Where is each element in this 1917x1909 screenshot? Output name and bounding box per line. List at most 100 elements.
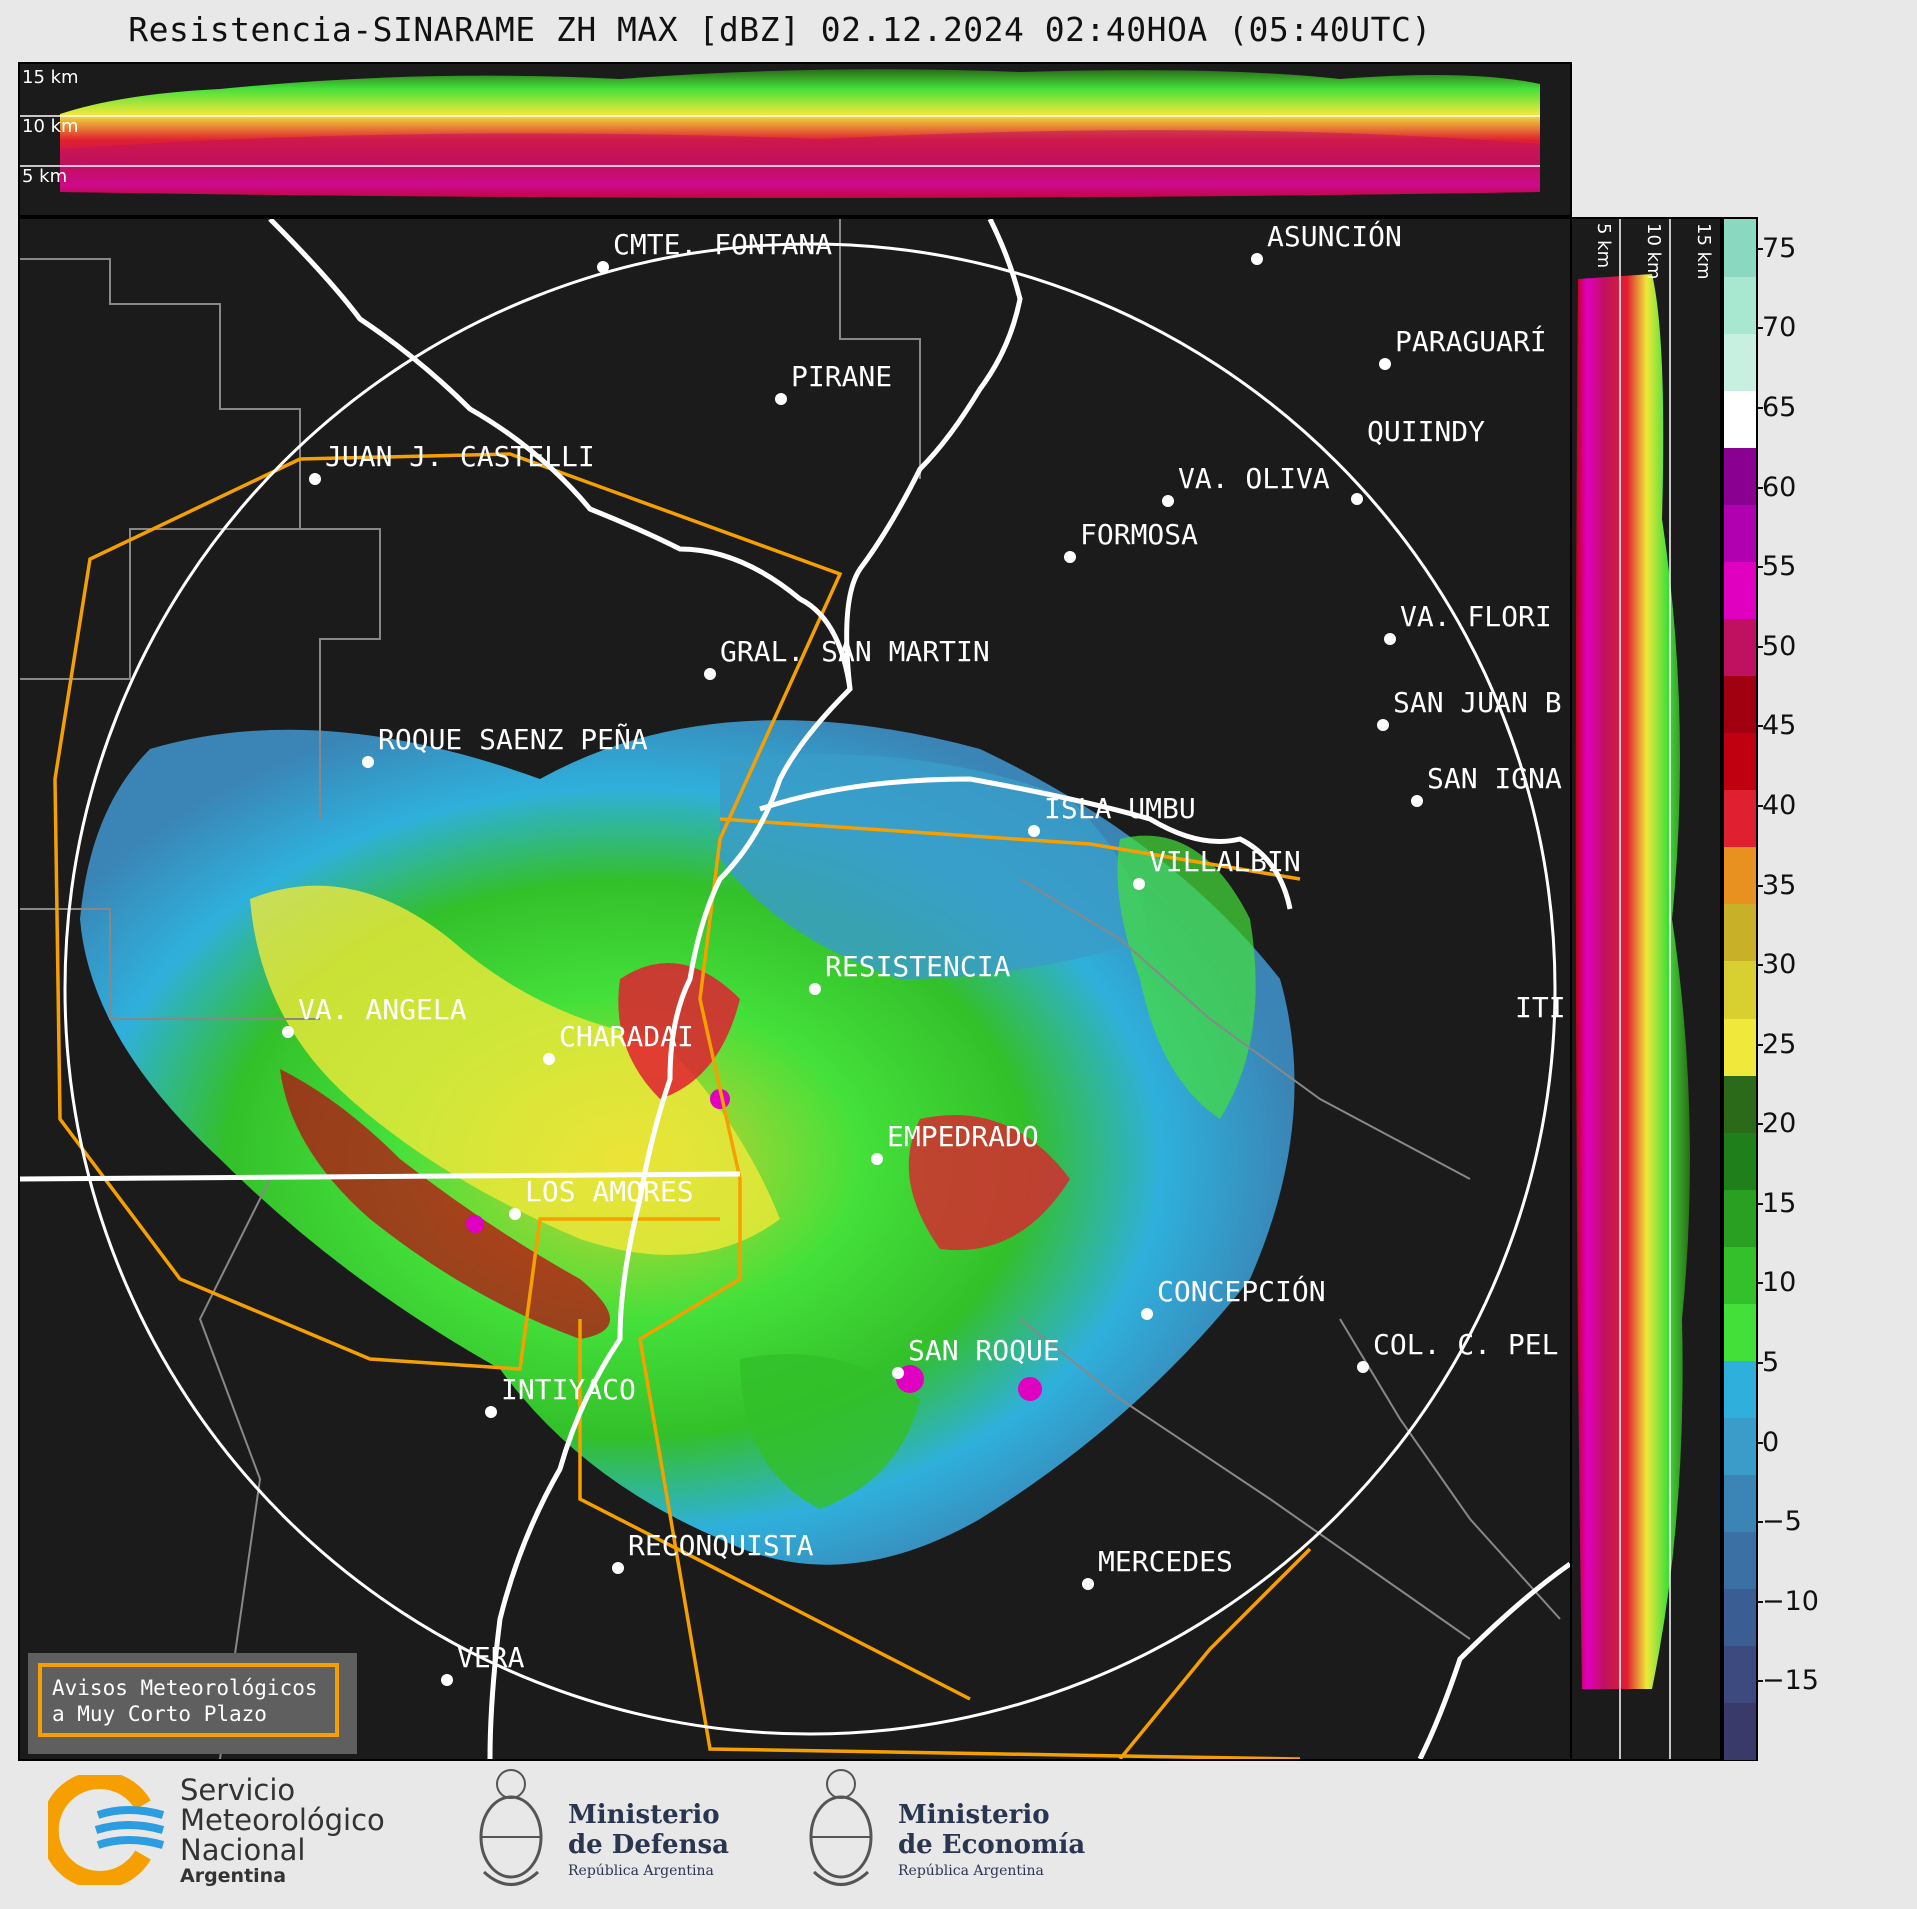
city-label-quiindy: QUIINDY [1367, 415, 1485, 448]
city-dot-va-florida [1384, 633, 1396, 645]
colorbar-tick-mark [1756, 1600, 1763, 1603]
city-dot-isla-umbu [1028, 825, 1040, 837]
colorbar-tick-label: 5 [1762, 1347, 1780, 1379]
city-dot-juan-castelli [309, 473, 321, 485]
city-label-concepcion: CONCEPCIÓN [1157, 1274, 1326, 1308]
colorbar-segment [1724, 1131, 1756, 1190]
colorbar-tick-mark [1756, 1521, 1763, 1524]
city-label-pirane: PIRANE [791, 360, 892, 393]
city-label-vera: VERA [457, 1641, 525, 1674]
warning-area-outline-1 [299, 452, 1301, 1761]
city-dot-pirane [775, 393, 787, 405]
colorbar-segment [1724, 1530, 1756, 1589]
top-alt-5km: 5 km [22, 166, 67, 187]
colorbar-segment [1724, 447, 1756, 506]
city-dot-resistencia [809, 983, 821, 995]
defensa-line-3: República Argentina [568, 1863, 714, 1879]
city-markers: CMTE. FONTANA ASUNCIÓN PARAGUARÍ PIRANE … [282, 219, 1566, 1686]
echo-north-light [720, 754, 1150, 979]
colorbar-tick-mark [1756, 1123, 1763, 1126]
city-label-empedrado: EMPEDRADO [887, 1120, 1039, 1153]
city-label-san-ignacio: SAN IGNA [1427, 762, 1562, 795]
city-dot-va-oliva [1162, 495, 1174, 507]
colorbar-segment [1724, 1416, 1756, 1475]
radar-map-panel[interactable]: CMTE. FONTANA ASUNCIÓN PARAGUARÍ PIRANE … [18, 217, 1572, 1761]
city-label-col-c-pel: COL. C. PEL [1373, 1328, 1558, 1361]
colorbar-tick-label: 60 [1762, 471, 1797, 503]
city-dot-cmte-fontana [597, 261, 609, 273]
warning-area-outline-3 [578, 1319, 1312, 1761]
city-label-intiyaco: INTIYACO [501, 1373, 636, 1406]
city-label-san-roque: SAN ROQUE [908, 1334, 1060, 1367]
city-dot-empedrado [871, 1153, 883, 1165]
colorbar-tick-label: −10 [1762, 1585, 1819, 1617]
colorbar-tick-mark [1756, 1043, 1763, 1046]
city-dot-concepcion [1141, 1308, 1153, 1320]
echo-magenta-cell-2 [1018, 1377, 1042, 1401]
city-label-roque-saenz-pena: ROQUE SAENZ PEÑA [378, 722, 648, 756]
smn-line-2: Meteorológico [180, 1803, 385, 1837]
colorbar-tick-label: 10 [1762, 1267, 1797, 1299]
colorbar-tick-mark [1756, 804, 1763, 807]
colorbar-tick-label: 55 [1762, 551, 1797, 583]
colorbar-tick-mark [1756, 486, 1763, 489]
city-label-los-amores: LOS AMORES [525, 1175, 694, 1208]
city-label-mercedes: MERCEDES [1098, 1545, 1233, 1578]
city-dot-los-amores [509, 1208, 521, 1220]
colorbar-segment [1724, 390, 1756, 449]
alert-box[interactable]: Avisos Meteorológicos a Muy Corto Plazo [28, 1653, 357, 1754]
alert-box-frame[interactable]: Avisos Meteorológicos a Muy Corto Plazo [38, 1663, 339, 1737]
colorbar-tick-label: 30 [1762, 949, 1797, 981]
city-label-juan-castelli: JUAN J. CASTELLI [325, 440, 595, 473]
city-dot-quiindy [1351, 493, 1363, 505]
warning-area-outline-2 [53, 457, 720, 1371]
colorbar-segment [1724, 1245, 1756, 1304]
colorbar-segment [1724, 846, 1756, 905]
colorbar-tick-label: 45 [1762, 710, 1797, 742]
city-dot-intiyaco [485, 1406, 497, 1418]
colorbar-segment [1724, 1701, 1756, 1760]
colorbar-segment [1724, 1473, 1756, 1532]
colorbar-segment [1724, 960, 1756, 1019]
smn-logo-icon [40, 1771, 168, 1889]
defensa-line-2: de Defensa [568, 1830, 729, 1860]
radar-map-svg: CMTE. FONTANA ASUNCIÓN PARAGUARÍ PIRANE … [19, 217, 1572, 1761]
city-label-san-juan-b: SAN JUAN B [1393, 686, 1562, 719]
colorbar-segment [1724, 1017, 1756, 1076]
city-dot-formosa [1064, 551, 1076, 563]
echo-layer [80, 720, 1295, 1565]
city-label-va-oliva: VA. OLIVA [1178, 462, 1330, 495]
colorbar-segment [1724, 1587, 1756, 1646]
city-dot-san-juan-b [1377, 719, 1389, 731]
echo-red-core-1 [618, 963, 740, 1099]
side-alt-10km: 10 km [1643, 223, 1664, 280]
alert-line-1: Avisos Meteorológicos [52, 1676, 318, 1700]
echo-red-core-2 [908, 1115, 1070, 1251]
colorbar-segment [1724, 219, 1756, 278]
economia-line-2: de Economía [898, 1830, 1086, 1860]
colorbar-segment [1724, 1302, 1756, 1361]
defensa-line-1: Ministerio [568, 1800, 720, 1830]
white-line-west [19, 1171, 741, 1182]
city-label-formosa: FORMOSA [1080, 518, 1198, 551]
side-alt-15km: 15 km [1693, 223, 1714, 280]
colorbar-tick-mark [1756, 1680, 1763, 1683]
upper-parana-river [759, 776, 1293, 910]
smn-logo-text: Servicio Meteorológico Nacional Argentin… [180, 1775, 385, 1887]
echo-east-cells [1117, 835, 1256, 1119]
colorbar-segment [1724, 903, 1756, 962]
city-dot-vera [441, 1674, 453, 1686]
city-label-va-florida: VA. FLORI [1400, 600, 1552, 633]
paraguay-river [844, 217, 1023, 690]
city-dot-asuncion [1251, 253, 1263, 265]
colorbar-tick-label: 65 [1762, 392, 1797, 423]
side-echo-area [1575, 274, 1690, 1689]
city-dot-san-ignacio [1411, 795, 1423, 807]
side-cross-section-svg: 5 km 10 km 15 km [1575, 219, 1714, 1759]
echo-magenta-cell-4 [466, 1215, 484, 1233]
city-dot-mercedes [1082, 1578, 1094, 1590]
colorbar-tick-mark [1756, 964, 1763, 967]
side-alt-5km: 5 km [1593, 223, 1614, 268]
colorbar-tick-mark [1756, 407, 1763, 409]
economia-coat-of-arms-icon [800, 1762, 882, 1897]
